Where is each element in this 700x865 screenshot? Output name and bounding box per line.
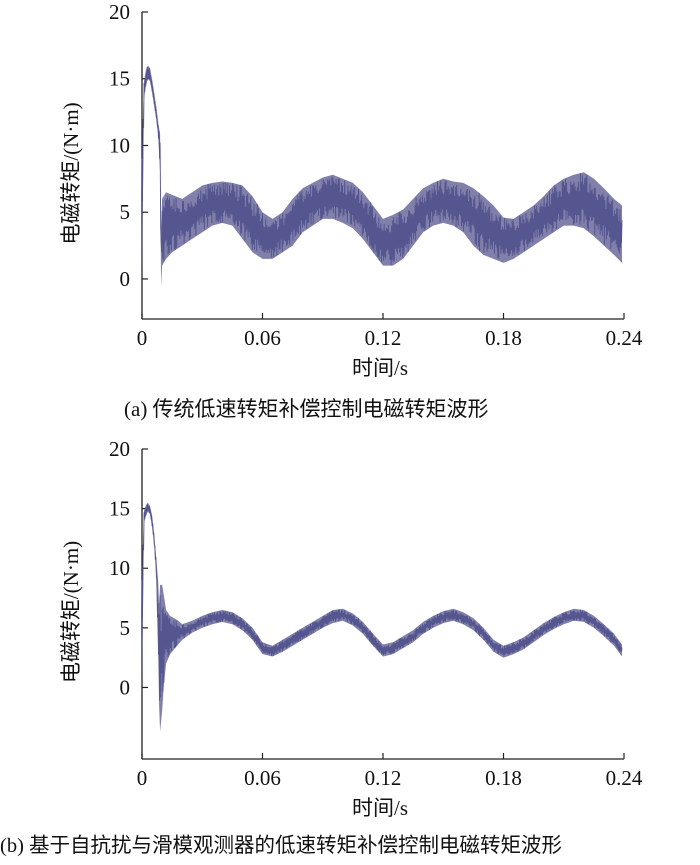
x-tick-label: 0.18	[485, 766, 522, 790]
x-tick-label: 0.18	[485, 326, 522, 350]
x-tick-label: 0.06	[244, 766, 281, 790]
torque-series-0	[141, 65, 623, 288]
y-tick-label: 5	[120, 200, 131, 224]
x-tick-label: 0.06	[244, 326, 281, 350]
y-tick-label: 0	[120, 267, 131, 291]
y-tick-label: 0	[120, 675, 131, 699]
y-tick-label: 15	[109, 497, 130, 521]
torque-series-1	[141, 502, 623, 732]
x-axis-label: 时间/s	[352, 356, 408, 380]
torque-oscillation	[141, 503, 623, 701]
x-tick-label: 0	[137, 766, 148, 790]
x-tick-label: 0.24	[606, 326, 643, 350]
x-tick-label: 0.12	[365, 326, 402, 350]
chart-panel-b: 0 5 10 15 20 0 0.06 0.12 0.18 0.24 时间/s 电磁转矩/(N·m) …	[0, 432, 700, 865]
chart-a-svg: 0 5 10 15 20 0 0.06 0.12 0.18 0.24 时间/s 电磁转矩/(N·m)	[59, 0, 643, 380]
chart-a-caption: (a) 传统低速转矩补偿控制电磁转矩波形	[124, 397, 489, 421]
x-axis-label: 时间/s	[352, 796, 408, 820]
y-tick-label: 10	[109, 556, 130, 580]
x-tick-label: 0.24	[606, 766, 643, 790]
y-axis-label: 电磁转矩/(N·m)	[59, 541, 83, 683]
x-tick-label: 0	[137, 326, 148, 350]
y-tick-label: 5	[120, 616, 131, 640]
x-tick-label: 0.12	[365, 766, 402, 790]
y-tick-label: 10	[109, 133, 130, 157]
y-tick-label: 15	[109, 67, 130, 91]
torque-envelope	[142, 502, 622, 732]
y-tick-label: 20	[109, 437, 130, 461]
y-axis-label: 电磁转矩/(N·m)	[59, 102, 83, 244]
chart-panel-a: 0 5 10 15 20 0 0.06 0.12 0.18 0.24 时间/s 电磁转矩/(N·m) …	[0, 0, 700, 432]
chart-b-svg: 0 5 10 15 20 0 0.06 0.12 0.18 0.24 时间/s 电磁转矩/(N·m)	[59, 437, 643, 820]
torque-oscillation	[141, 66, 623, 266]
chart-b-caption: (b) 基于自抗扰与滑模观测器的低速转矩补偿控制电磁转矩波形	[0, 835, 563, 857]
y-tick-label: 20	[109, 0, 130, 24]
